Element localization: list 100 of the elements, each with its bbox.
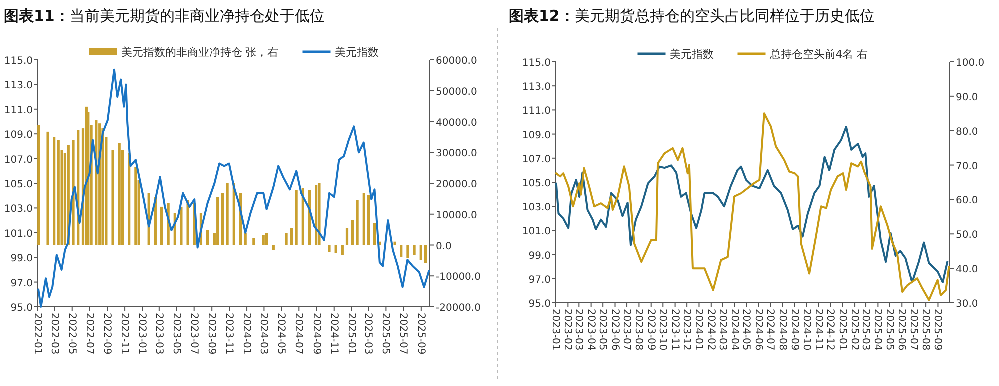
- bar: [252, 238, 256, 246]
- x-tick-label: 2022-07: [84, 313, 96, 355]
- x-tick-label: 2024-06: [753, 309, 764, 351]
- bar: [57, 140, 60, 246]
- y-tick-label: 105.0: [4, 180, 33, 190]
- y2-tick-label: -20000.0: [436, 303, 481, 314]
- bar: [356, 200, 359, 246]
- y2-tick-label: 0.0: [436, 241, 452, 252]
- bar: [72, 140, 75, 246]
- y-tick-label: 115.0: [4, 56, 33, 67]
- bar: [341, 245, 344, 256]
- x-tick-label: 2022-03: [49, 313, 60, 355]
- x-tick-label: 2023-03: [574, 309, 585, 351]
- y-tick-label: 109.0: [4, 130, 33, 142]
- x-tick-label: 2024-03: [258, 313, 270, 355]
- bar: [318, 184, 321, 246]
- y-tick-label: 95.0: [10, 303, 33, 314]
- bar: [346, 228, 349, 246]
- y2-tick-label: -10000.0: [436, 272, 481, 284]
- x-tick-label: 2023-08: [634, 309, 645, 351]
- bar: [295, 190, 298, 246]
- x-tick-label: 2023-01: [137, 313, 148, 355]
- x-tick-label: 2025-07: [398, 313, 410, 355]
- x-tick-label: 2024-07: [765, 309, 776, 351]
- legend-label: 美元指数: [670, 48, 714, 61]
- x-tick-label: 2022-01: [32, 313, 44, 355]
- x-tick-label: 2023-06: [610, 309, 621, 351]
- y2-tick-label: 30000.0: [436, 148, 478, 160]
- bar: [216, 197, 220, 246]
- y-tick-label: 97.0: [528, 274, 551, 286]
- bar: [160, 206, 163, 246]
- bar: [362, 193, 366, 246]
- y-tick-label: 111.0: [522, 106, 551, 118]
- x-tick-label: 2023-03: [154, 313, 165, 355]
- x-tick-label: 2023-11: [224, 313, 236, 355]
- bar: [351, 220, 354, 246]
- y-tick-label: 115.0: [522, 58, 551, 69]
- legend-label: 总持仓空头前4名 右: [768, 48, 868, 61]
- y-tick-label: 113.0: [522, 82, 551, 94]
- y-tick-label: 111.0: [4, 105, 33, 116]
- y-tick-label: 107.0: [522, 154, 551, 166]
- bar: [420, 245, 422, 260]
- x-tick-label: 2024-05: [741, 309, 752, 351]
- y-tick-label: 105.0: [522, 178, 551, 190]
- y-tick-label: 109.0: [522, 130, 551, 142]
- bar: [53, 137, 56, 246]
- x-tick-label: 2023-07: [188, 313, 200, 355]
- x-tick-label: 2025-08: [920, 309, 932, 351]
- bar: [38, 125, 40, 246]
- x-tick-label: 2022-05: [66, 313, 78, 355]
- line-series: [555, 126, 949, 284]
- x-tick-label: 2025-07: [908, 309, 920, 351]
- bar: [424, 245, 428, 264]
- x-tick-label: 2025-03: [860, 309, 872, 351]
- y2-tick-label: 90.0: [956, 92, 978, 104]
- y-tick-label: 113.0: [4, 80, 33, 92]
- bar: [112, 150, 114, 246]
- y-tick-label: 99.0: [528, 250, 551, 262]
- bar: [334, 245, 338, 254]
- x-tick-label: 2023-02: [562, 309, 574, 351]
- y2-tick-label: 50.0: [956, 230, 978, 242]
- bar: [315, 185, 318, 246]
- bar: [285, 233, 288, 246]
- x-tick-label: 2025-01: [346, 313, 358, 355]
- x-tick-label: 2025-02: [850, 309, 861, 351]
- x-tick-label: 2024-01: [242, 313, 253, 355]
- x-tick-label: 2023-04: [586, 309, 597, 351]
- bar: [186, 200, 190, 246]
- x-tick-label: 2024-07: [294, 313, 305, 355]
- x-tick-label: 2024-09: [311, 313, 322, 355]
- y2-tick-label: 40.0: [956, 264, 978, 276]
- bar: [118, 143, 121, 246]
- x-tick-label: 2023-11: [670, 309, 681, 351]
- x-tick-label: 2022-11: [120, 313, 131, 355]
- legend-label: 美元指数的非商业净持仓 张，右: [121, 46, 279, 59]
- bar: [413, 245, 416, 256]
- x-tick-label: 2023-01: [550, 309, 562, 351]
- x-tick-label: 2022-09: [102, 313, 114, 355]
- bar: [134, 167, 138, 246]
- x-tick-label: 2023-09: [206, 313, 218, 355]
- x-tick-label: 2025-03: [363, 313, 374, 355]
- bar: [46, 132, 50, 246]
- x-tick-label: 2024-09: [789, 309, 800, 351]
- y2-tick-label: 60.0: [956, 196, 978, 207]
- x-tick-label: 2024-08: [777, 309, 788, 351]
- x-tick-label: 2024-01: [694, 309, 705, 351]
- x-tick-label: 2023-09: [646, 309, 657, 351]
- y-tick-label: 101.0: [4, 228, 33, 240]
- x-tick-label: 2025-01: [837, 309, 848, 351]
- x-tick-label: 2025-05: [884, 309, 896, 351]
- x-tick-label: 2024-02: [706, 309, 717, 351]
- x-tick-label: 2023-12: [682, 309, 693, 351]
- x-tick-label: 2025-05: [380, 313, 392, 355]
- bar: [262, 235, 265, 246]
- x-tick-label: 2024-11: [813, 309, 824, 351]
- x-tick-label: 2024-03: [717, 309, 728, 351]
- x-tick-label: 2024-05: [276, 313, 288, 355]
- y2-tick-label: 30.0: [956, 299, 978, 310]
- y-tick-label: 97.0: [10, 278, 33, 290]
- bar: [400, 245, 403, 257]
